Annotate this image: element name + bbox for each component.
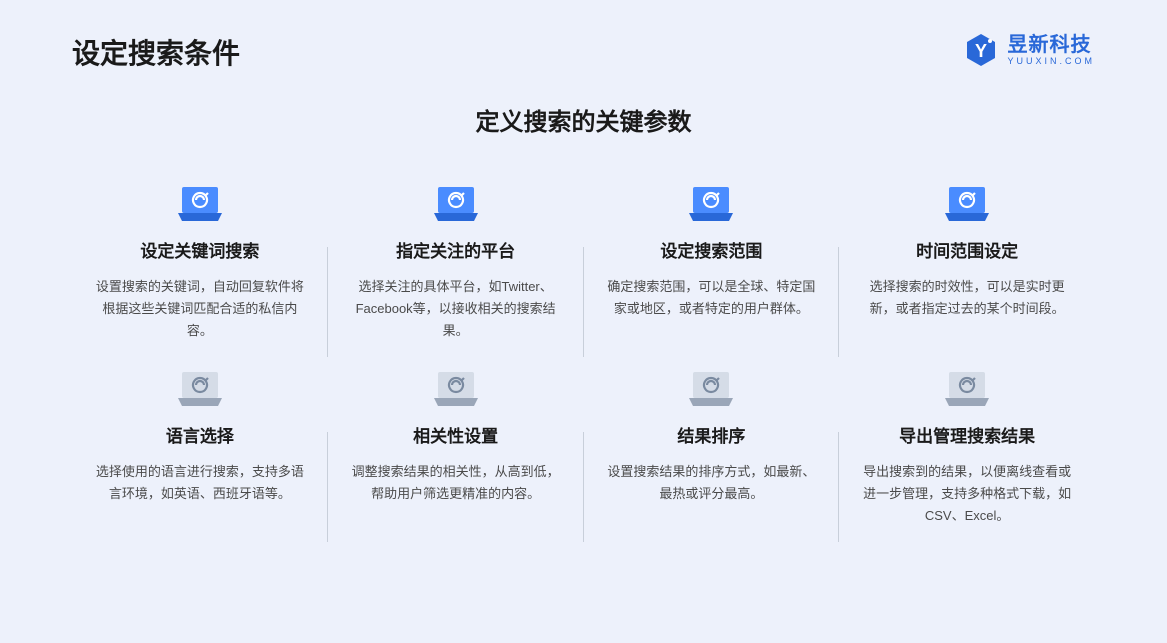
laptop-icon xyxy=(945,372,989,406)
feature-desc: 确定搜索范围，可以是全球、特定国家或地区，或者特定的用户群体。 xyxy=(606,276,816,320)
feature-desc: 选择关注的具体平台，如Twitter、Facebook等，以接收相关的搜索结果。 xyxy=(351,276,561,342)
subtitle: 定义搜索的关键参数 xyxy=(0,102,1167,137)
feature-cell: 语言选择 选择使用的语言进行搜索，支持多语言环境，如英语、西班牙语等。 xyxy=(72,372,328,527)
feature-desc: 选择使用的语言进行搜索，支持多语言环境，如英语、西班牙语等。 xyxy=(95,461,305,505)
laptop-icon xyxy=(178,187,222,221)
logo-text: 昱新科技 YUUXIN.COM xyxy=(1007,35,1095,66)
feature-desc: 调整搜索结果的相关性，从高到低，帮助用户筛选更精准的内容。 xyxy=(351,461,561,505)
laptop-icon xyxy=(178,372,222,406)
feature-cell: 相关性设置 调整搜索结果的相关性，从高到低，帮助用户筛选更精准的内容。 xyxy=(328,372,584,527)
feature-title: 语言选择 xyxy=(166,422,234,447)
feature-grid: 设定关键词搜索 设置搜索的关键词，自动回复软件将根据这些关键词匹配合适的私信内容… xyxy=(0,137,1167,528)
feature-cell: 结果排序 设置搜索结果的排序方式，如最新、最热或评分最高。 xyxy=(584,372,840,527)
logo-main-text: 昱新科技 xyxy=(1007,35,1095,55)
brand-logo: Y 昱新科技 YUUXIN.COM xyxy=(963,32,1095,68)
page-title: 设定搜索条件 xyxy=(72,32,240,72)
feature-title: 指定关注的平台 xyxy=(396,237,515,262)
feature-title: 设定搜索范围 xyxy=(660,237,762,262)
laptop-icon xyxy=(689,187,733,221)
logo-hex-icon: Y xyxy=(963,32,999,68)
feature-cell: 设定搜索范围 确定搜索范围，可以是全球、特定国家或地区，或者特定的用户群体。 xyxy=(584,187,840,342)
feature-desc: 设置搜索的关键词，自动回复软件将根据这些关键词匹配合适的私信内容。 xyxy=(95,276,305,342)
laptop-icon xyxy=(945,187,989,221)
feature-desc: 选择搜索的时效性，可以是实时更新，或者指定过去的某个时间段。 xyxy=(862,276,1072,320)
logo-sub-text: YUUXIN.COM xyxy=(1007,57,1095,66)
feature-desc: 设置搜索结果的排序方式，如最新、最热或评分最高。 xyxy=(606,461,816,505)
feature-cell: 时间范围设定 选择搜索的时效性，可以是实时更新，或者指定过去的某个时间段。 xyxy=(839,187,1095,342)
feature-title: 相关性设置 xyxy=(413,422,498,447)
laptop-icon xyxy=(689,372,733,406)
feature-cell: 设定关键词搜索 设置搜索的关键词，自动回复软件将根据这些关键词匹配合适的私信内容… xyxy=(72,187,328,342)
feature-cell: 指定关注的平台 选择关注的具体平台，如Twitter、Facebook等，以接收… xyxy=(328,187,584,342)
feature-title: 设定关键词搜索 xyxy=(140,237,259,262)
feature-title: 导出管理搜索结果 xyxy=(899,422,1035,447)
feature-title: 时间范围设定 xyxy=(916,237,1018,262)
feature-title: 结果排序 xyxy=(677,422,745,447)
header: 设定搜索条件 Y 昱新科技 YUUXIN.COM xyxy=(0,0,1167,72)
feature-desc: 导出搜索到的结果，以便离线查看或进一步管理，支持多种格式下载，如CSV、Exce… xyxy=(862,461,1072,527)
svg-text:Y: Y xyxy=(975,41,987,61)
laptop-icon xyxy=(434,372,478,406)
feature-cell: 导出管理搜索结果 导出搜索到的结果，以便离线查看或进一步管理，支持多种格式下载，… xyxy=(839,372,1095,527)
laptop-icon xyxy=(434,187,478,221)
